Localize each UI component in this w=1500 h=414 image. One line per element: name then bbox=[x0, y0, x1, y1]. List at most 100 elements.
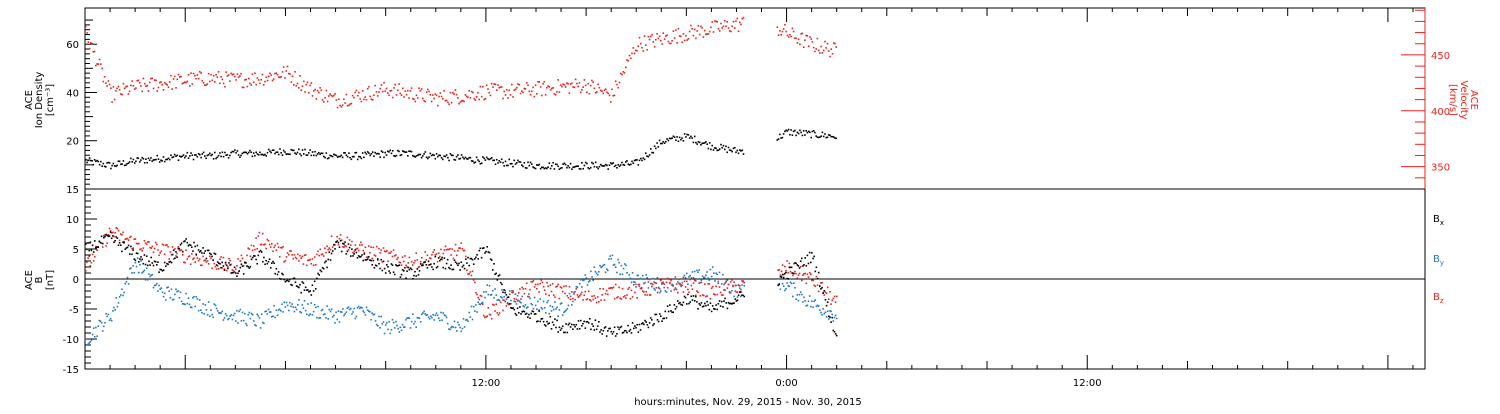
by-point bbox=[545, 312, 547, 314]
velocity-point bbox=[553, 93, 556, 95]
velocity-point bbox=[106, 85, 108, 87]
bx-point bbox=[817, 271, 820, 274]
velocity-point bbox=[666, 34, 668, 36]
density-point bbox=[215, 157, 217, 160]
bz-point bbox=[664, 278, 667, 280]
bz-point bbox=[696, 290, 698, 292]
density-point bbox=[509, 163, 512, 165]
density-point bbox=[594, 161, 597, 164]
bx-point bbox=[176, 256, 178, 258]
density-point bbox=[485, 156, 488, 159]
by-point bbox=[649, 282, 652, 285]
bx-point bbox=[170, 261, 173, 264]
bz-point bbox=[301, 255, 304, 258]
bz-point bbox=[484, 316, 486, 319]
bx-point bbox=[727, 301, 730, 304]
velocity-point bbox=[509, 94, 512, 96]
velocity-point bbox=[384, 90, 386, 92]
bz-point bbox=[262, 232, 264, 235]
bz-point bbox=[695, 294, 697, 297]
bx-point bbox=[331, 250, 334, 252]
by-point bbox=[86, 344, 88, 346]
bx-point bbox=[239, 266, 242, 269]
velocity-point bbox=[712, 31, 715, 33]
density-point bbox=[445, 154, 448, 156]
bz-point bbox=[743, 281, 746, 284]
by-point bbox=[627, 278, 629, 280]
by-point bbox=[616, 271, 618, 274]
bz-point bbox=[498, 312, 501, 314]
bx-point bbox=[285, 279, 288, 282]
bx-point bbox=[263, 256, 265, 259]
bx-point bbox=[622, 331, 625, 334]
velocity-point bbox=[145, 85, 147, 87]
bz-point bbox=[400, 264, 403, 266]
bx-point bbox=[555, 326, 557, 329]
density-point bbox=[593, 165, 596, 168]
density-point bbox=[282, 149, 285, 152]
velocity-point bbox=[414, 100, 417, 103]
velocity-point bbox=[321, 99, 324, 101]
bz-point bbox=[304, 254, 307, 256]
bx-point bbox=[675, 305, 678, 308]
bx-point bbox=[635, 327, 637, 329]
velocity-point bbox=[653, 45, 656, 48]
density-point bbox=[473, 162, 475, 164]
bz-point bbox=[698, 282, 700, 284]
by-point bbox=[162, 295, 165, 298]
bx-point bbox=[812, 257, 814, 260]
bz-point bbox=[716, 293, 718, 296]
bx-point bbox=[816, 277, 819, 280]
bx-point bbox=[337, 241, 340, 244]
by-point bbox=[196, 298, 199, 300]
velocity-point bbox=[122, 82, 125, 85]
density-point bbox=[270, 151, 272, 154]
by-point bbox=[697, 271, 699, 273]
bx-point bbox=[360, 255, 362, 258]
by-point bbox=[237, 322, 239, 324]
bz-point bbox=[242, 264, 245, 267]
bx-point bbox=[467, 256, 469, 259]
by-point bbox=[145, 267, 148, 270]
bx-point bbox=[304, 286, 307, 289]
density-point bbox=[492, 159, 494, 162]
velocity-point bbox=[586, 91, 588, 93]
by-point bbox=[370, 318, 372, 321]
bx-point bbox=[460, 261, 463, 263]
bx-point bbox=[684, 296, 687, 299]
density-point bbox=[373, 155, 375, 157]
density-point bbox=[730, 149, 732, 152]
by-point bbox=[304, 309, 307, 312]
bz-point bbox=[255, 237, 257, 239]
density-point bbox=[296, 151, 299, 154]
density-point bbox=[303, 153, 305, 155]
velocity-point bbox=[697, 25, 700, 27]
bz-point bbox=[222, 256, 225, 259]
velocity-point bbox=[419, 89, 422, 92]
density-point bbox=[191, 154, 194, 156]
by-point bbox=[480, 302, 483, 305]
by-point bbox=[805, 305, 808, 307]
bx-point bbox=[283, 278, 285, 281]
bz-point bbox=[649, 294, 652, 296]
bx-point bbox=[254, 255, 256, 257]
velocity-point bbox=[264, 80, 266, 83]
bz-point bbox=[459, 247, 461, 249]
by-point bbox=[602, 264, 605, 267]
bx-point bbox=[520, 313, 522, 315]
by-point bbox=[572, 300, 574, 303]
bz-point bbox=[624, 295, 626, 297]
by-point bbox=[811, 300, 813, 303]
bz-point bbox=[494, 310, 496, 312]
bz-point bbox=[547, 285, 549, 287]
bz-point bbox=[446, 248, 449, 251]
bz-point bbox=[430, 257, 432, 260]
bz-point bbox=[124, 238, 127, 240]
velocity-point bbox=[594, 92, 597, 94]
bx-point bbox=[439, 259, 441, 262]
bz-point bbox=[487, 307, 490, 309]
velocity-point bbox=[102, 80, 105, 83]
velocity-point bbox=[125, 86, 127, 88]
by-point bbox=[118, 296, 121, 298]
